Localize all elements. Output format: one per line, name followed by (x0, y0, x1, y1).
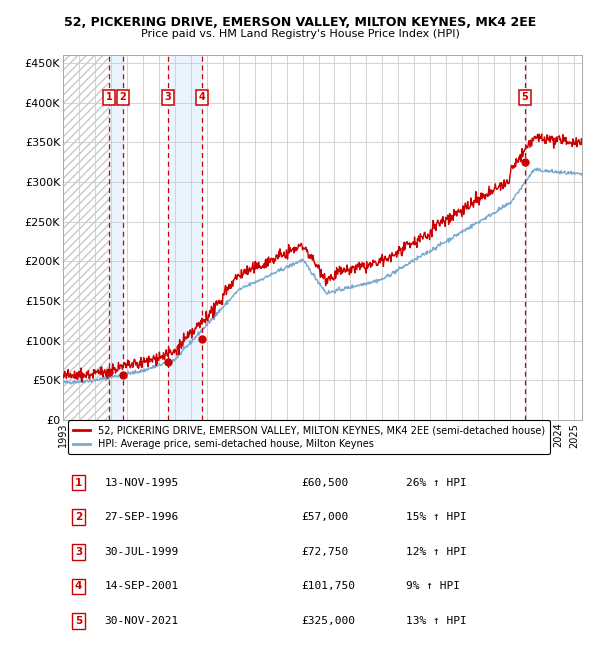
Text: 27-SEP-1996: 27-SEP-1996 (104, 512, 179, 522)
Text: 5: 5 (75, 616, 82, 626)
Legend: 52, PICKERING DRIVE, EMERSON VALLEY, MILTON KEYNES, MK4 2EE (semi-detached house: 52, PICKERING DRIVE, EMERSON VALLEY, MIL… (68, 421, 550, 454)
Bar (168, 55, 202, 420)
Text: £325,000: £325,000 (302, 616, 356, 626)
Text: 1: 1 (75, 478, 82, 488)
Text: 9% ↑ HPI: 9% ↑ HPI (406, 582, 460, 592)
Text: 4: 4 (199, 92, 205, 102)
Text: £57,000: £57,000 (302, 512, 349, 522)
Text: 52, PICKERING DRIVE, EMERSON VALLEY, MILTON KEYNES, MK4 2EE: 52, PICKERING DRIVE, EMERSON VALLEY, MIL… (64, 16, 536, 29)
Text: 13% ↑ HPI: 13% ↑ HPI (406, 616, 466, 626)
Text: £101,750: £101,750 (302, 582, 356, 592)
Text: 4: 4 (75, 582, 82, 592)
Text: 12% ↑ HPI: 12% ↑ HPI (406, 547, 466, 557)
Bar (63, 55, 109, 420)
Text: 26% ↑ HPI: 26% ↑ HPI (406, 478, 466, 488)
Text: 14-SEP-2001: 14-SEP-2001 (104, 582, 179, 592)
Text: 1: 1 (106, 92, 112, 102)
Text: £60,500: £60,500 (302, 478, 349, 488)
Text: Price paid vs. HM Land Registry's House Price Index (HPI): Price paid vs. HM Land Registry's House … (140, 29, 460, 39)
Text: 13-NOV-1995: 13-NOV-1995 (104, 478, 179, 488)
Text: 2: 2 (75, 512, 82, 522)
Bar (109, 55, 123, 420)
Text: 3: 3 (75, 547, 82, 557)
Text: 2: 2 (119, 92, 126, 102)
Text: 30-NOV-2021: 30-NOV-2021 (104, 616, 179, 626)
Text: £72,750: £72,750 (302, 547, 349, 557)
Text: 30-JUL-1999: 30-JUL-1999 (104, 547, 179, 557)
Bar (63, 55, 109, 420)
Text: 15% ↑ HPI: 15% ↑ HPI (406, 512, 466, 522)
Text: 5: 5 (521, 92, 528, 102)
Text: 3: 3 (165, 92, 172, 102)
